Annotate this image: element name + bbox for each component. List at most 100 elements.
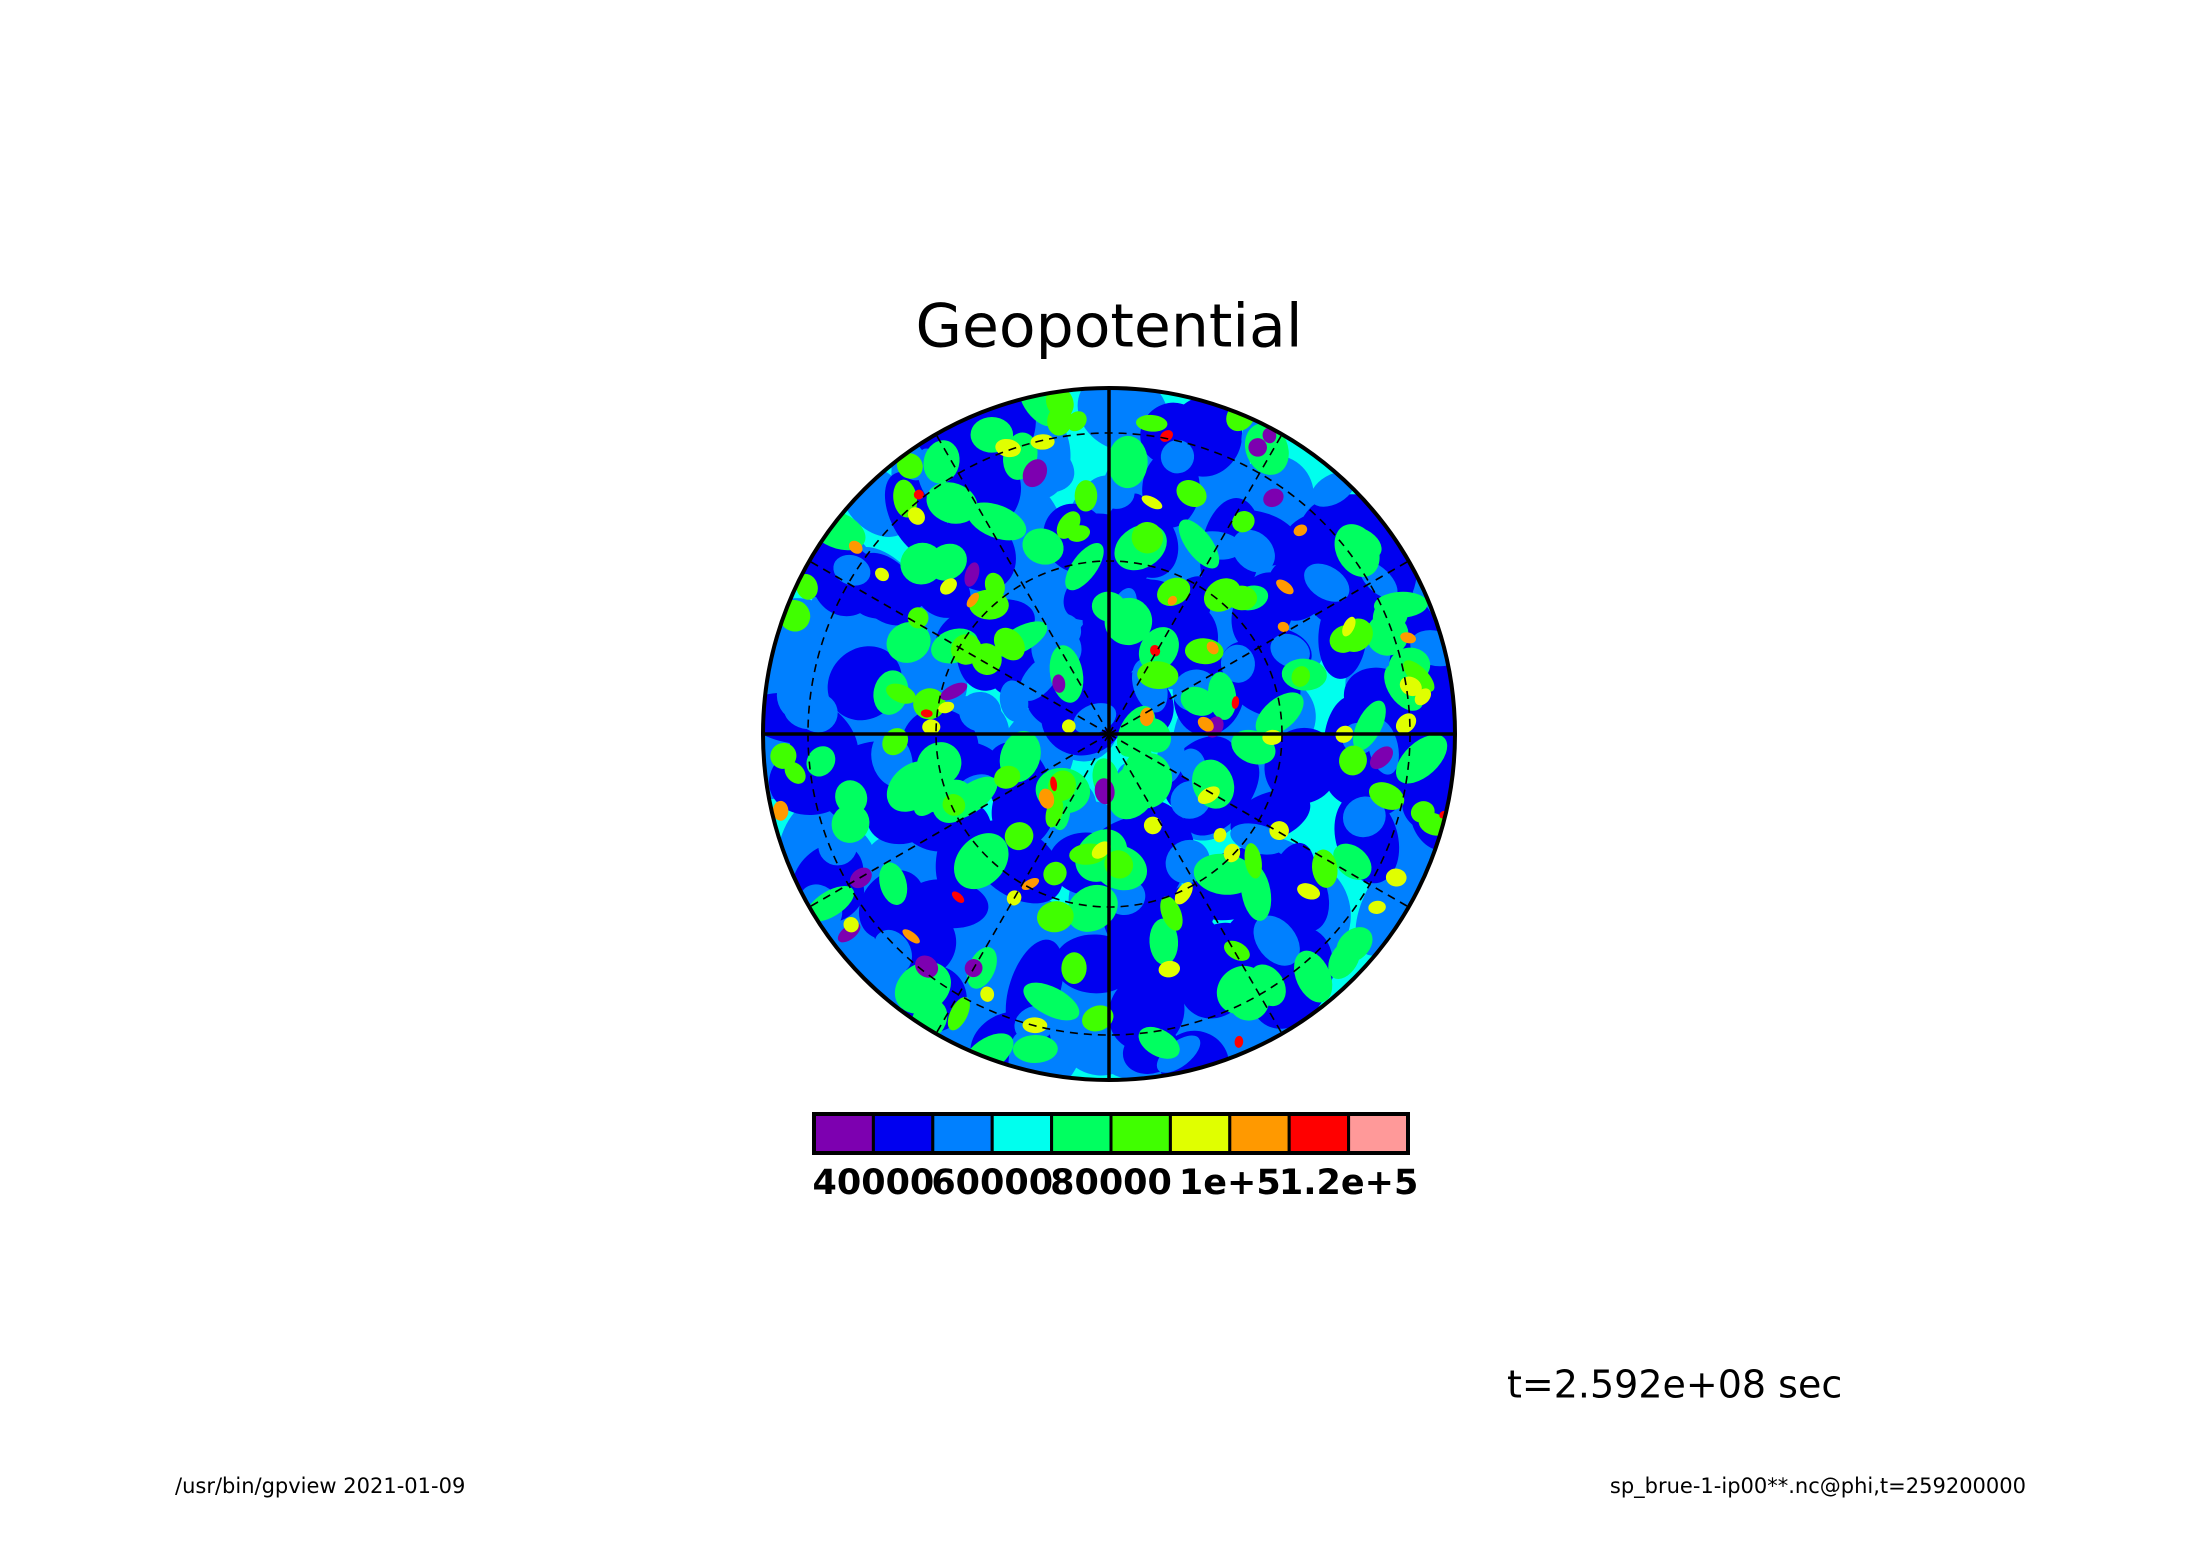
contour-region bbox=[907, 507, 925, 525]
contour-region bbox=[1385, 868, 1407, 887]
contour-region bbox=[966, 592, 979, 608]
contour-region bbox=[1197, 716, 1214, 732]
contour-region bbox=[1056, 511, 1081, 539]
contour-region bbox=[905, 879, 989, 929]
contour-region bbox=[1334, 524, 1380, 577]
contour-region bbox=[938, 701, 955, 714]
contour-region bbox=[1244, 423, 1289, 475]
contour-region bbox=[1022, 528, 1064, 565]
contour-region bbox=[1400, 632, 1416, 644]
contour-region bbox=[1206, 641, 1219, 655]
colorbar-segment bbox=[1347, 1112, 1410, 1155]
contour-region bbox=[875, 567, 889, 582]
contour-region bbox=[1043, 861, 1067, 886]
contour-region bbox=[1244, 843, 1262, 879]
contour-region bbox=[1091, 841, 1111, 859]
contour-region bbox=[1232, 511, 1255, 533]
contour-region bbox=[1023, 982, 1080, 1021]
contour-region bbox=[1030, 434, 1055, 450]
map-grid bbox=[761, 386, 1457, 1082]
contour-region bbox=[1277, 621, 1290, 633]
contour-region bbox=[923, 440, 960, 484]
contour-region bbox=[1139, 707, 1154, 727]
contour-region bbox=[1062, 719, 1076, 734]
contour-region bbox=[1226, 585, 1258, 611]
contour-region bbox=[1197, 786, 1220, 805]
contour-region bbox=[1293, 524, 1308, 537]
contour-region bbox=[1125, 753, 1173, 809]
contour-region bbox=[1149, 918, 1179, 965]
contour-region bbox=[1234, 1035, 1244, 1048]
contour-region bbox=[947, 997, 970, 1031]
contour-region bbox=[1160, 439, 1195, 474]
contour-region bbox=[848, 540, 863, 554]
contour-region bbox=[1160, 430, 1173, 442]
meridian bbox=[1108, 433, 1283, 735]
contour-region bbox=[1297, 883, 1321, 900]
contour-region bbox=[1355, 850, 1430, 956]
contour-region bbox=[1180, 686, 1216, 716]
contour-region bbox=[873, 929, 912, 974]
contour-region bbox=[1036, 901, 1074, 933]
contour-region bbox=[770, 742, 797, 769]
contour-region bbox=[843, 917, 859, 933]
contour-region bbox=[984, 572, 1005, 599]
colorbar-segment bbox=[1168, 1112, 1232, 1155]
contour-region bbox=[1138, 1026, 1180, 1059]
contour-region bbox=[772, 800, 789, 821]
contour-region bbox=[994, 765, 1021, 789]
contour-region bbox=[879, 862, 908, 905]
contour-region bbox=[1160, 896, 1183, 931]
contour-region bbox=[980, 986, 995, 1002]
contour-region bbox=[902, 929, 920, 944]
contour-region bbox=[1291, 666, 1311, 687]
colorbar-segment bbox=[1228, 1112, 1291, 1155]
contour-region bbox=[964, 562, 980, 587]
contour-region bbox=[920, 709, 933, 718]
meridian bbox=[1108, 733, 1283, 1035]
meridian bbox=[808, 733, 1110, 908]
meridian bbox=[1108, 733, 1410, 908]
contour-region bbox=[1294, 950, 1333, 1003]
meridian bbox=[935, 733, 1110, 1035]
colorbar-segment bbox=[1050, 1112, 1113, 1155]
contour-region bbox=[940, 578, 957, 595]
contour-region bbox=[1141, 495, 1163, 510]
colorbar-tick-label: 40000 bbox=[813, 1163, 935, 1203]
contour-region bbox=[1342, 796, 1386, 838]
colorbar-segment bbox=[871, 1112, 935, 1155]
colorbar-segment bbox=[1287, 1112, 1351, 1155]
contour-region bbox=[915, 955, 939, 978]
contour-region bbox=[1368, 900, 1386, 914]
contour-region bbox=[858, 870, 925, 940]
contour-region bbox=[1143, 816, 1162, 835]
contour-region bbox=[1047, 405, 1073, 436]
contour-region bbox=[967, 502, 1027, 541]
contour-region bbox=[893, 479, 918, 518]
contour-region bbox=[1150, 644, 1161, 657]
contour-region bbox=[1074, 480, 1098, 512]
contour-region bbox=[806, 746, 836, 777]
contour-region bbox=[1082, 1005, 1114, 1032]
chart-title: Geopotential bbox=[915, 292, 1302, 362]
contour-region bbox=[1342, 616, 1356, 637]
contour-region bbox=[1231, 696, 1240, 709]
contour-region bbox=[1158, 960, 1181, 978]
contour-region bbox=[1073, 703, 1117, 735]
contour-region bbox=[907, 607, 929, 629]
contour-region bbox=[1067, 884, 1118, 932]
contour-region bbox=[1065, 543, 1104, 591]
contour-region bbox=[796, 574, 818, 600]
contour-region bbox=[940, 682, 968, 701]
contour-region bbox=[886, 621, 931, 663]
contour-region bbox=[1176, 480, 1207, 508]
contour-region bbox=[896, 453, 923, 479]
contour-region bbox=[927, 543, 967, 581]
meridian bbox=[1108, 560, 1410, 735]
contour-region bbox=[1276, 579, 1294, 595]
contour-region bbox=[1193, 853, 1255, 895]
contour-region bbox=[1167, 595, 1178, 606]
colorbar-segment bbox=[1109, 1112, 1172, 1155]
